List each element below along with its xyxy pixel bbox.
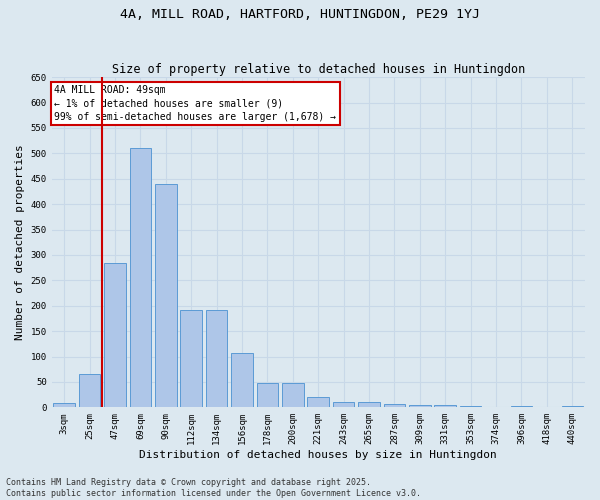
X-axis label: Distribution of detached houses by size in Huntingdon: Distribution of detached houses by size … [139, 450, 497, 460]
Bar [206, 310, 227, 408]
Bar [333, 402, 355, 407]
Bar [53, 403, 75, 407]
Bar [104, 262, 126, 408]
Bar [231, 354, 253, 408]
Title: Size of property relative to detached houses in Huntingdon: Size of property relative to detached ho… [112, 63, 525, 76]
Text: Contains HM Land Registry data © Crown copyright and database right 2025.
Contai: Contains HM Land Registry data © Crown c… [6, 478, 421, 498]
Bar [511, 406, 532, 407]
Bar [460, 406, 481, 407]
Bar [282, 384, 304, 407]
Bar [562, 406, 583, 407]
Bar [155, 184, 176, 408]
Bar [181, 310, 202, 408]
Text: 4A, MILL ROAD, HARTFORD, HUNTINGDON, PE29 1YJ: 4A, MILL ROAD, HARTFORD, HUNTINGDON, PE2… [120, 8, 480, 20]
Bar [307, 397, 329, 407]
Text: 4A MILL ROAD: 49sqm
← 1% of detached houses are smaller (9)
99% of semi-detached: 4A MILL ROAD: 49sqm ← 1% of detached hou… [54, 86, 336, 122]
Bar [257, 384, 278, 407]
Bar [130, 148, 151, 408]
Bar [358, 402, 380, 407]
Bar [79, 374, 100, 408]
Bar [409, 405, 431, 407]
Y-axis label: Number of detached properties: Number of detached properties [15, 144, 25, 340]
Bar [434, 405, 456, 407]
Bar [383, 404, 405, 407]
